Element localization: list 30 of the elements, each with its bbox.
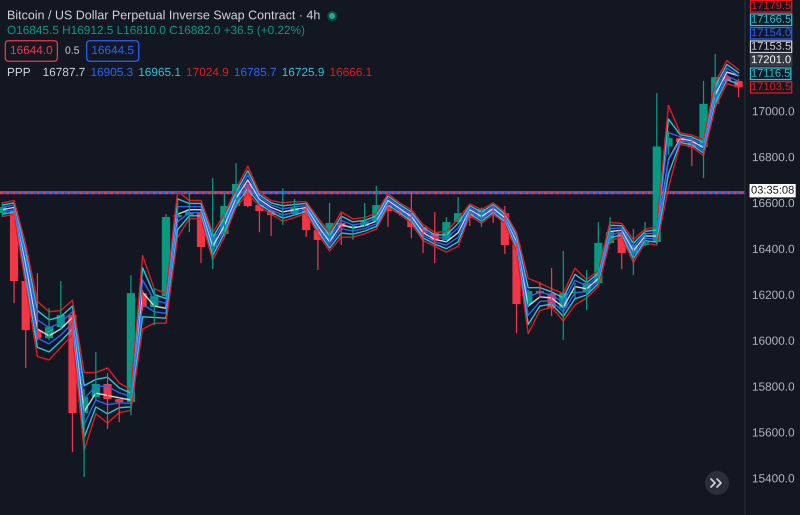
annotation: 16785.7 <box>234 68 276 76</box>
text: Bitcoin / US Dollar Perpetual Inverse Swap Contract · 4h <box>8 10 320 22</box>
y-tick-label: 16400.0 <box>752 244 794 254</box>
annotation: 0.5 <box>65 46 80 54</box>
y-tick-label: 15400.0 <box>752 474 794 482</box>
text: 17179.5 <box>752 1 791 10</box>
text: 03:35:08 <box>751 186 794 194</box>
text: 17201.0 <box>752 55 791 64</box>
annotation: 17024.9 <box>187 68 228 76</box>
y-tick-label: 16600.0 <box>752 198 794 208</box>
annotation: 16644.0 <box>10 46 52 54</box>
y-tick-label: 15600.0 <box>752 428 794 437</box>
y-tick-label: 17000.0 <box>752 107 794 116</box>
y-tick-label: 16000.0 <box>752 336 794 345</box>
text: O16845.5 H16912.5 L16810.0 C16882.0 +36.5 (+0.22%) <box>8 26 304 36</box>
annotation: 16644.5 <box>92 46 134 54</box>
text: 17154.0 <box>752 28 791 36</box>
text: 17166.5 <box>752 14 791 23</box>
text: 17103.5 <box>752 82 791 90</box>
annotation: 16666.1 <box>330 68 372 76</box>
text: 17153.5 <box>752 42 791 50</box>
annotation: 16787.7 <box>44 68 85 76</box>
annotation: 16725.9 <box>282 68 324 76</box>
text: 17116.5 <box>752 68 790 77</box>
annotation: PPP <box>8 68 30 76</box>
annotation: 16905.3 <box>91 68 133 76</box>
annotation: 16965.1 <box>139 68 180 76</box>
y-tick-label: 15800.0 <box>752 382 794 391</box>
y-tick-label: 16800.0 <box>752 152 794 162</box>
y-tick-label: 16200.0 <box>752 290 794 299</box>
